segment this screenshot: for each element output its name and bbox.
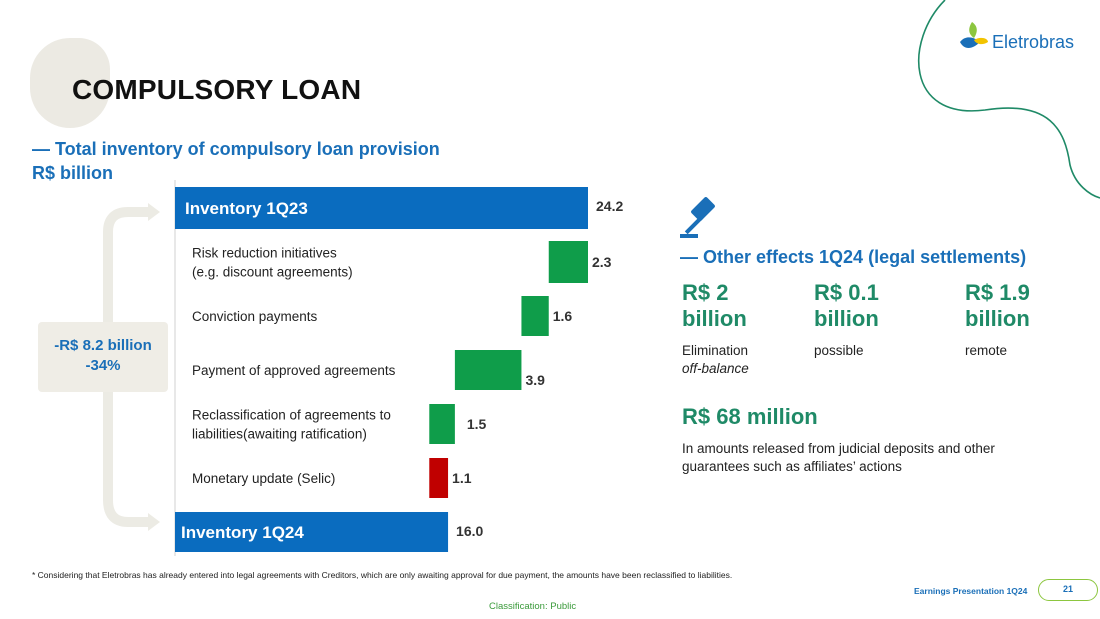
effect-desc: remote (965, 343, 1008, 358)
variation-percent: -34% (85, 357, 121, 374)
released-desc-line-1: In amounts released from judicial deposi… (682, 441, 995, 456)
waterfall-bar-2 (548, 241, 588, 283)
released-amount-value: R$ 68 million (682, 404, 818, 429)
effect-desc: Elimination (682, 343, 749, 358)
page-title: COMPULSORY LOAN (72, 74, 362, 105)
waterfall-bar-7 (175, 512, 449, 552)
eletrobras-logo-mark (960, 22, 988, 48)
amount-value: R$ 2 (682, 280, 729, 305)
amount-value: R$ 1.9 (965, 280, 1030, 305)
chart-subtitle: — Total inventory of compulsory loan pro… (32, 139, 440, 159)
category-label: Risk reduction initiatives (192, 246, 337, 261)
waterfall-bar-1 (175, 187, 588, 229)
category-label: (e.g. discount agreements) (192, 265, 353, 280)
effect-item-possible: R$ 0.1 billion possible (814, 280, 879, 360)
amount-value: R$ 0.1 (814, 280, 879, 305)
effect-desc-2: off-balance (682, 361, 749, 376)
category-label: Conviction payments (192, 309, 318, 324)
category-label: Payment of approved agreements (192, 363, 396, 378)
gavel-icon (680, 197, 715, 238)
category-label: Reclassification of agreements to (192, 408, 391, 423)
variation-amount: -R$ 8.2 billion (54, 337, 152, 354)
variation-box: -R$ 8.2 billion -34% (38, 322, 168, 392)
category-label: liabilities(awaiting ratification) (192, 427, 367, 442)
released-desc: In amounts released from judicial deposi… (682, 440, 995, 476)
eletrobras-logo: Eletrobras (958, 20, 1088, 60)
presentation-name: Earnings Presentation 1Q24 (914, 586, 1028, 596)
page-number: 21 (1038, 579, 1098, 601)
waterfall-bar-5 (429, 404, 455, 444)
waterfall-bar-6 (429, 458, 449, 498)
amount-unit: billion (965, 306, 1030, 331)
effect-amount: R$ 0.1 billion (814, 280, 879, 332)
amount-unit: billion (814, 306, 879, 331)
value-label: 3.9 (525, 372, 545, 388)
value-label: 1.1 (452, 470, 472, 486)
decorative-blob (30, 38, 110, 128)
waterfall-bar-3 (521, 296, 549, 336)
classification-label: Classification: Public (489, 601, 577, 612)
value-label: 1.5 (467, 416, 487, 432)
other-effects-heading: — Other effects 1Q24 (legal settlements) (680, 247, 1027, 267)
value-label: 16.0 (456, 523, 483, 539)
effect-item-elimination: R$ 2 billion Elimination off-balance (682, 280, 749, 378)
effect-amount: R$ 1.9 billion (965, 280, 1030, 332)
chart-unit: R$ billion (32, 163, 113, 183)
footnote: * Considering that Eletrobras has alread… (32, 570, 733, 580)
released-desc-line-2: guarantees such as affiliates’ actions (682, 459, 902, 474)
category-label: Inventory 1Q24 (181, 523, 304, 542)
brand-name: Eletrobras (992, 32, 1075, 52)
effect-amount: R$ 2 billion (682, 280, 749, 332)
effect-desc: possible (814, 343, 864, 358)
effect-item-remote: R$ 1.9 billion remote (965, 280, 1030, 360)
amount-unit: billion (682, 306, 747, 331)
waterfall-bar-4 (454, 350, 522, 390)
value-label: 2.3 (592, 254, 612, 270)
released-amount: R$ 68 million (682, 404, 818, 430)
category-label: Inventory 1Q23 (185, 199, 308, 218)
value-label: 1.6 (553, 308, 573, 324)
value-label: 24.2 (596, 198, 623, 214)
category-label: Monetary update (Selic) (192, 471, 335, 486)
